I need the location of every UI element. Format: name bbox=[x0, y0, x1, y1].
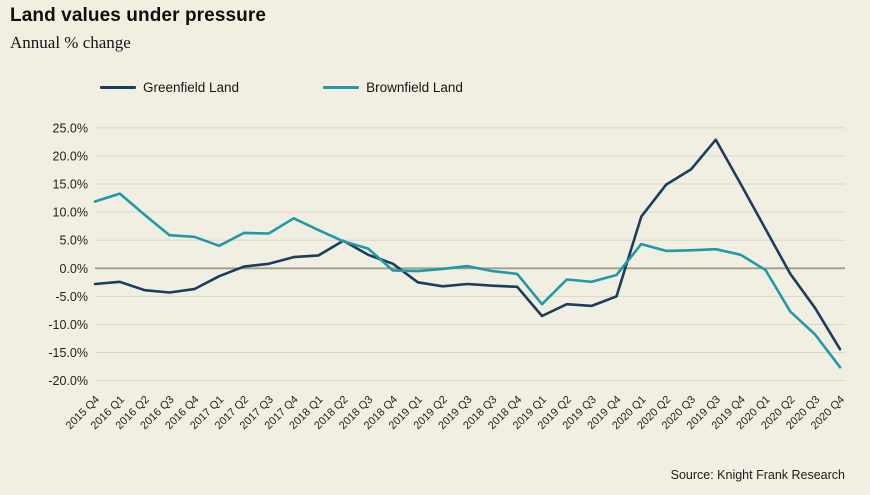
y-tick-label: -15.0% bbox=[48, 346, 88, 360]
y-tick-label: -5.0% bbox=[55, 290, 88, 304]
y-tick-label: 25.0% bbox=[53, 121, 88, 135]
y-tick-label: 10.0% bbox=[53, 206, 88, 220]
y-tick-label: -10.0% bbox=[48, 318, 88, 332]
y-tick-label: 20.0% bbox=[53, 149, 88, 163]
legend-label-brownfield: Brownfield Land bbox=[366, 80, 463, 95]
y-tick-label: 15.0% bbox=[53, 178, 88, 192]
series-line-brownfield-land bbox=[93, 192, 842, 369]
chart-subtitle: Annual % change bbox=[10, 33, 131, 52]
y-tick-label: 5.0% bbox=[60, 234, 89, 248]
y-tick-label: 0.0% bbox=[60, 262, 89, 276]
source-credit: Source: Knight Frank Research bbox=[670, 468, 845, 482]
brownfield-line-swatch bbox=[323, 86, 360, 89]
chart-title: Land values under pressure bbox=[10, 5, 267, 26]
legend: Greenfield Land Brownfield Land bbox=[100, 80, 463, 95]
legend-label-greenfield: Greenfield Land bbox=[143, 80, 240, 95]
y-tick-label: -20.0% bbox=[48, 374, 88, 388]
series-line-greenfield-land bbox=[93, 138, 842, 351]
legend-item-brownfield: Brownfield Land bbox=[323, 80, 463, 95]
greenfield-line-swatch bbox=[100, 86, 136, 89]
legend-item-greenfield: Greenfield Land bbox=[100, 80, 239, 95]
